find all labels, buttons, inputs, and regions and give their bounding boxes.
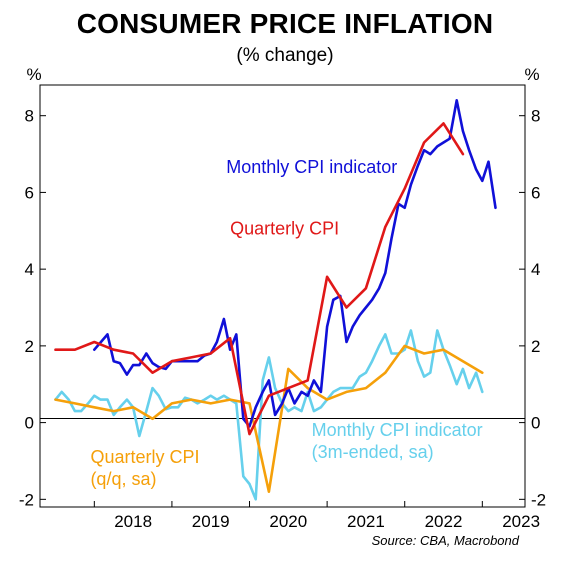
x-axis-ticks: 2018 2019 2020 2021 2022 2023 xyxy=(93,501,540,531)
y-tick-label-right: 4 xyxy=(531,260,540,279)
series-labels: Monthly CPI indicator Quarterly CPI Quarte… xyxy=(90,157,482,489)
series-line-2 xyxy=(54,122,465,436)
series-lines xyxy=(54,99,497,501)
x-tick-label: 2021 xyxy=(347,512,385,531)
series-label-3: (q/q, sa) xyxy=(90,469,156,489)
series-line-4 xyxy=(54,329,484,501)
y-tick-label-left: 6 xyxy=(25,183,34,202)
x-tick-label: 2019 xyxy=(192,512,230,531)
x-tick-label: 2022 xyxy=(425,512,463,531)
y-tick-label-right: 6 xyxy=(531,183,540,202)
x-tick-label: 2020 xyxy=(269,512,307,531)
chart-subtitle: (% change) xyxy=(236,45,334,66)
series-line-1 xyxy=(93,99,497,428)
y-axis-unit-left: % xyxy=(26,65,41,84)
y-tick-label-left: 2 xyxy=(25,337,34,356)
series-label-2: Quarterly CPI xyxy=(230,219,339,239)
series-line-3 xyxy=(54,344,484,493)
y-tick-label-left: 8 xyxy=(25,107,34,126)
x-tick-label: 2023 xyxy=(502,512,540,531)
y-tick-label-right: 2 xyxy=(531,337,540,356)
chart-title: CONSUMER PRICE INFLATION xyxy=(76,8,494,39)
series-label-4: Monthly CPI indicator xyxy=(312,420,483,440)
x-tick-label: 2018 xyxy=(114,512,152,531)
source-note: Source: CBA, Macrobond xyxy=(372,533,520,548)
y-axis-ticks: -2 -2 0 0 2 2 4 4 6 6 8 8 xyxy=(19,107,546,510)
y-tick-label-right: 0 xyxy=(531,414,540,433)
series-label-4: (3m-ended, sa) xyxy=(312,442,434,462)
y-tick-label-right: 8 xyxy=(531,107,540,126)
y-tick-label-left: 4 xyxy=(25,260,34,279)
series-label-1: Monthly CPI indicator xyxy=(226,157,397,177)
y-tick-label-left: 0 xyxy=(25,414,34,433)
plot-frame xyxy=(39,84,526,508)
series-label-3: Quarterly CPI xyxy=(90,447,199,467)
y-tick-label-left: -2 xyxy=(19,490,34,509)
y-axis-unit-right: % xyxy=(524,65,539,84)
y-tick-label-right: -2 xyxy=(531,490,546,509)
